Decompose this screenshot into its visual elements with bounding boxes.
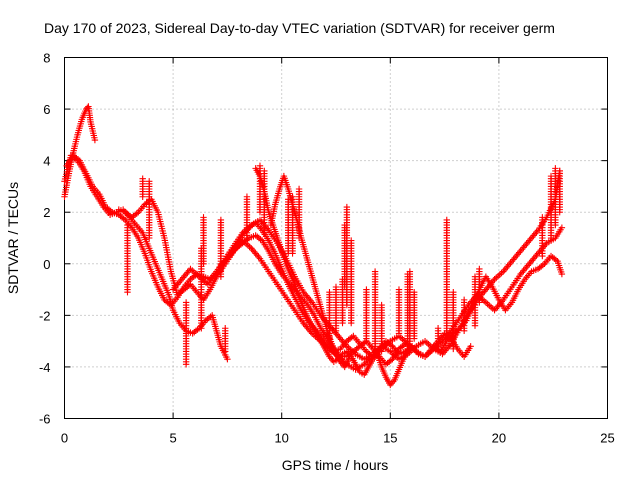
y-tick-label: 8	[43, 51, 50, 66]
data-point	[332, 283, 340, 291]
data-point	[467, 343, 474, 350]
data-point	[539, 214, 546, 221]
data-point	[363, 286, 370, 293]
x-tick-label: 5	[169, 431, 176, 446]
data-point	[434, 325, 442, 332]
data-point	[243, 193, 251, 200]
data-point	[476, 265, 483, 273]
data-point	[556, 167, 563, 175]
x-tick-label: 25	[600, 431, 614, 446]
data-point	[395, 286, 403, 293]
x-axis-title: GPS time / hours	[282, 457, 389, 473]
data-point	[345, 355, 353, 363]
x-tick-label: 0	[61, 431, 68, 446]
data-point	[289, 193, 296, 200]
data-point	[558, 224, 566, 231]
data-point	[182, 361, 190, 368]
data-point	[343, 203, 351, 211]
data-point	[378, 301, 385, 309]
data-point	[371, 268, 379, 275]
y-tick-label: 6	[43, 102, 50, 117]
y-tick-label: -4	[39, 360, 51, 375]
grid	[64, 57, 608, 419]
series-sdtvar	[61, 103, 566, 389]
data-point	[217, 216, 225, 224]
data-point	[450, 288, 457, 296]
data-point	[460, 296, 468, 304]
y-tick-label: -6	[39, 412, 51, 427]
data-point	[200, 214, 207, 221]
chart-title: Day 170 of 2023, Sidereal Day-to-day VTE…	[44, 20, 555, 36]
data-point	[222, 325, 229, 332]
data-point	[326, 288, 333, 296]
data-point	[406, 268, 414, 275]
series-track	[66, 154, 413, 366]
plot-frame	[64, 57, 608, 419]
data-point	[124, 288, 131, 296]
data-point	[224, 355, 231, 363]
data-point	[410, 288, 418, 296]
y-tick-label: 4	[43, 154, 50, 169]
y-tick-label: -2	[39, 308, 51, 323]
data-point	[348, 237, 355, 244]
data-point	[558, 270, 566, 278]
data-point	[256, 162, 264, 169]
axis-ticks: 0 5 10 15 20 25 -6 -4 -2 0 2 4 6 8	[39, 51, 615, 446]
data-point	[552, 165, 559, 172]
x-tick-label: 15	[383, 431, 397, 446]
x-tick-label: 20	[492, 431, 506, 446]
data-point	[91, 136, 99, 144]
y-tick-label: 0	[43, 257, 50, 272]
data-point	[443, 216, 450, 224]
x-tick-label: 10	[274, 431, 288, 446]
y-tick-label: 2	[43, 205, 50, 220]
data-point	[139, 175, 146, 182]
data-point	[146, 234, 153, 242]
data-point	[261, 167, 268, 175]
data-point	[295, 185, 303, 193]
y-axis-title: SDTVAR / TECUs	[5, 182, 21, 294]
